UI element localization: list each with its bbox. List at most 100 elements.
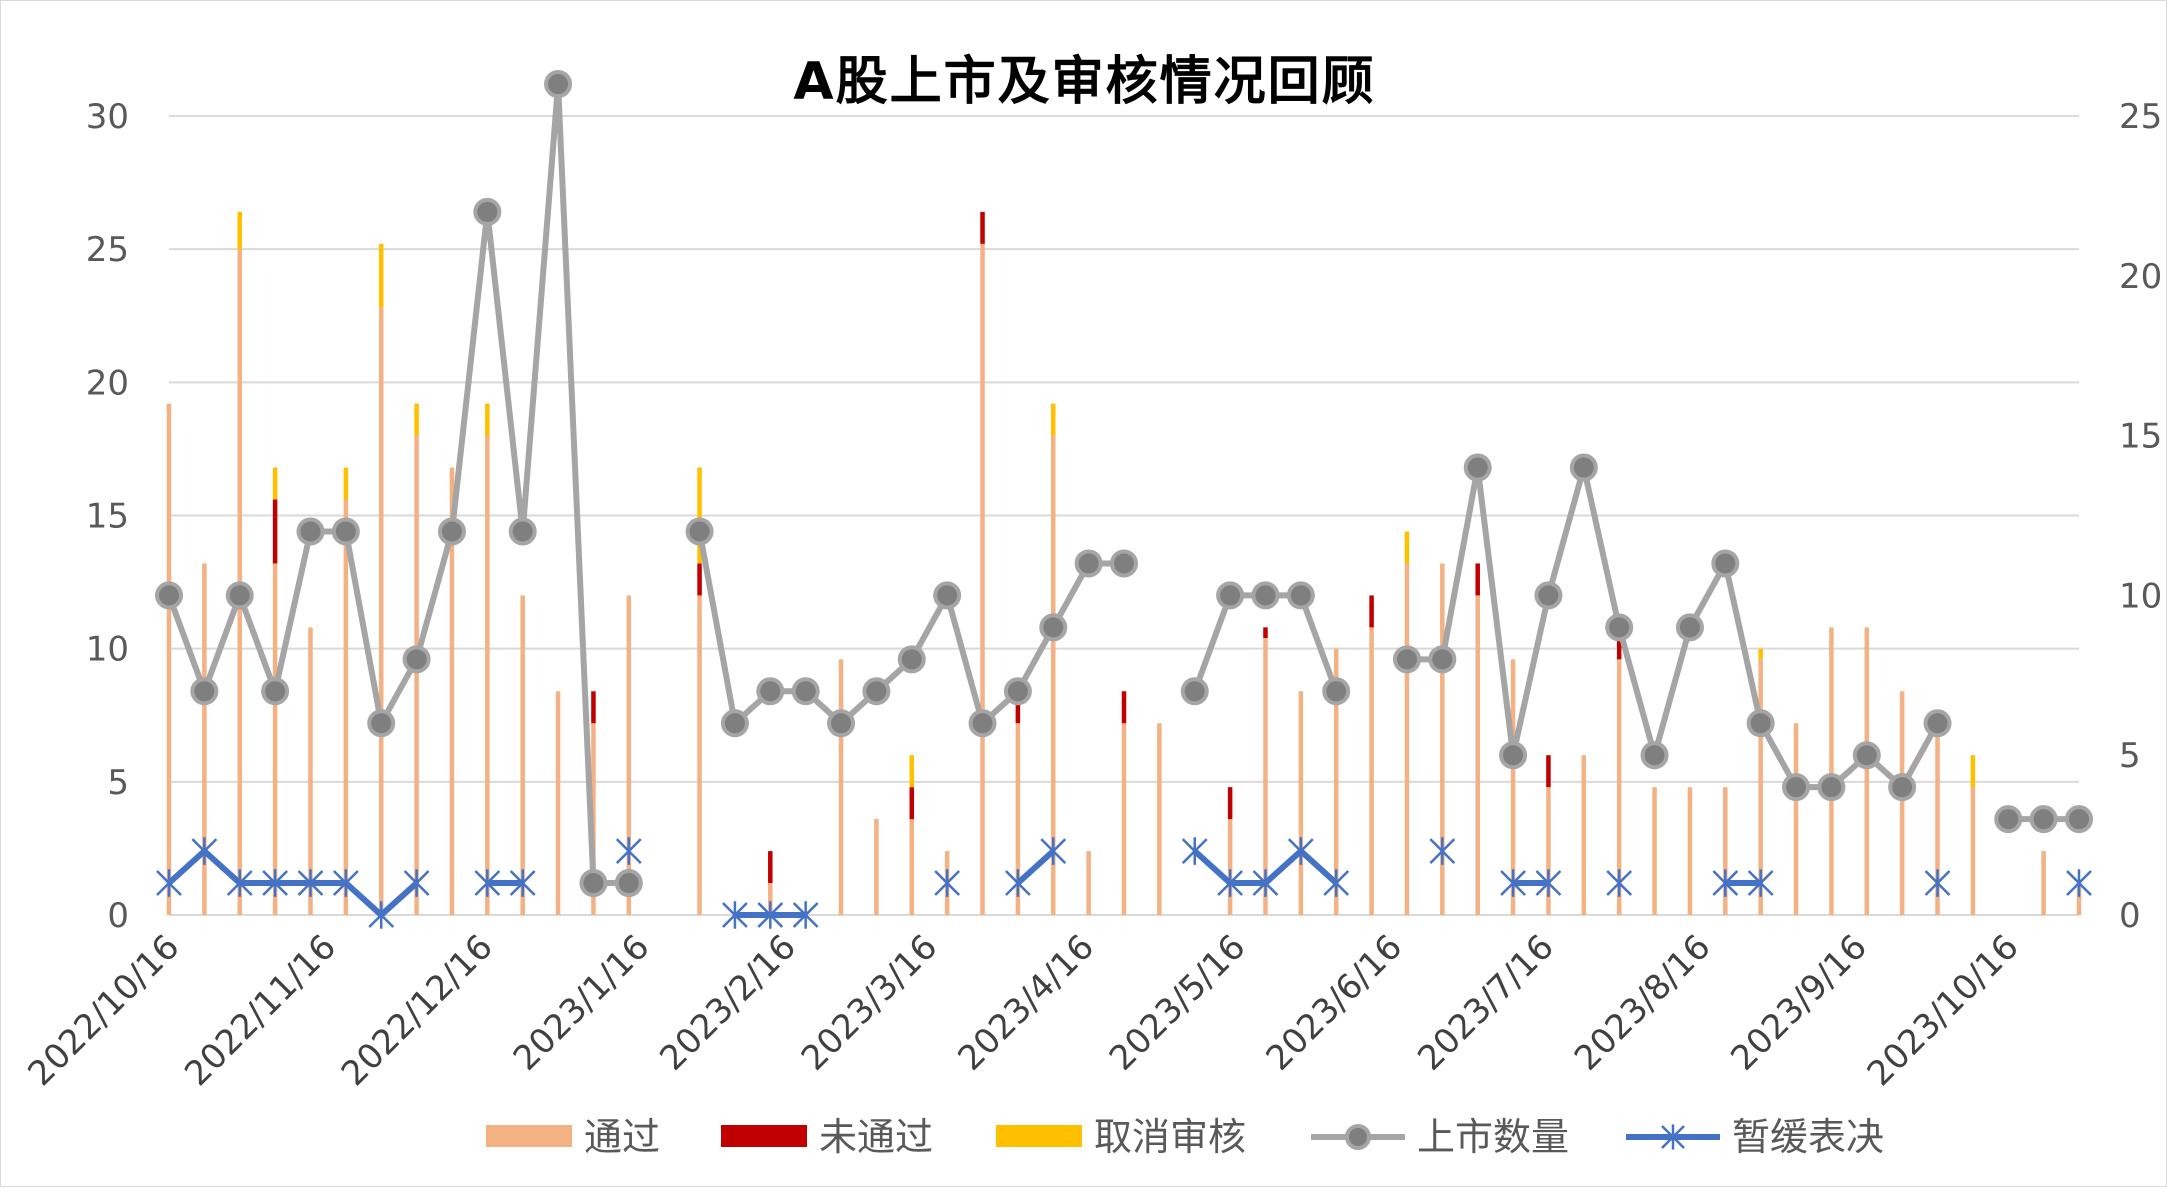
circle-marker bbox=[1286, 581, 1315, 610]
legend-label: 暂缓表决 bbox=[1732, 1115, 1884, 1159]
bar-segment bbox=[272, 563, 278, 915]
bar-segment bbox=[1970, 787, 1976, 915]
bar-segment bbox=[2041, 851, 2046, 915]
star-marker bbox=[1287, 837, 1314, 865]
x-tick-label: 2023/2/16 bbox=[652, 927, 804, 1079]
star-marker bbox=[722, 901, 748, 929]
star-marker bbox=[332, 869, 359, 897]
y-left-tick-label: 20 bbox=[86, 363, 129, 403]
star-marker bbox=[191, 837, 218, 865]
circle-marker bbox=[1605, 613, 1634, 642]
star-marker bbox=[1500, 869, 1526, 897]
y-right-tick-label: 15 bbox=[2119, 417, 2162, 457]
circle-marker bbox=[1640, 741, 1669, 770]
bar-segment bbox=[980, 243, 985, 916]
bar-segment bbox=[1687, 787, 1693, 915]
circle-marker bbox=[1534, 581, 1563, 610]
bar-segment bbox=[378, 243, 384, 308]
circle-marker bbox=[473, 197, 502, 226]
series-line bbox=[166, 81, 629, 887]
circle-marker bbox=[1110, 549, 1138, 578]
x-tick-label: 2023/6/16 bbox=[1259, 927, 1411, 1079]
bar-segment bbox=[980, 211, 985, 244]
bar-segment bbox=[555, 691, 561, 915]
star-marker bbox=[1535, 869, 1562, 897]
star-marker bbox=[1252, 869, 1279, 897]
star-marker bbox=[1606, 869, 1633, 897]
circle-marker bbox=[897, 645, 926, 674]
circle-marker bbox=[437, 517, 466, 546]
star-marker bbox=[1040, 837, 1067, 865]
bar-segment bbox=[1121, 691, 1127, 724]
circle-marker bbox=[1711, 549, 1740, 578]
bar-segment bbox=[1616, 627, 1622, 660]
x-tick-label: 2022/11/16 bbox=[177, 927, 344, 1094]
circle-marker bbox=[1216, 581, 1245, 610]
legend-swatch bbox=[996, 1125, 1082, 1147]
circle-marker bbox=[261, 677, 290, 706]
circle-marker bbox=[1782, 773, 1811, 802]
star-marker bbox=[474, 869, 501, 897]
bar-segment bbox=[1510, 659, 1516, 915]
circle-marker bbox=[225, 581, 254, 610]
star-marker bbox=[2066, 869, 2092, 897]
circle-marker bbox=[1675, 613, 1704, 642]
series-line bbox=[1406, 464, 1941, 791]
star-marker bbox=[792, 901, 819, 929]
circle-marker bbox=[579, 869, 608, 898]
legend-label: 取消审核 bbox=[1094, 1115, 1246, 1159]
star-marker bbox=[1323, 869, 1350, 897]
bar-segment bbox=[1970, 755, 1976, 788]
x-tick-label: 2023/7/16 bbox=[1410, 927, 1562, 1079]
circle-marker bbox=[1428, 645, 1457, 674]
x-tick-label: 2023/10/16 bbox=[1860, 927, 2027, 1094]
circle-marker bbox=[1251, 581, 1280, 610]
circle-marker bbox=[1463, 453, 1492, 482]
bar-segment bbox=[1086, 851, 1091, 915]
legend-marker bbox=[1661, 1124, 1685, 1150]
circle-marker bbox=[331, 517, 360, 546]
bar-segment bbox=[838, 659, 844, 915]
circle-marker bbox=[1392, 645, 1421, 674]
bar-segment bbox=[1263, 638, 1268, 915]
circle-marker bbox=[1074, 549, 1103, 578]
bar-segment bbox=[414, 435, 419, 915]
bar-segment bbox=[520, 595, 525, 915]
y-left-tick-label: 25 bbox=[86, 230, 129, 270]
x-tick-label: 2023/5/16 bbox=[1102, 927, 1254, 1079]
bar-segment bbox=[343, 467, 349, 500]
circle-marker bbox=[791, 677, 820, 706]
star-marker bbox=[1217, 869, 1243, 897]
bar-segment bbox=[697, 595, 702, 915]
circle-marker bbox=[933, 581, 962, 610]
bar-segment bbox=[1475, 595, 1480, 915]
bar-segment bbox=[1263, 627, 1268, 639]
circle-marker bbox=[1888, 773, 1917, 802]
legend-swatch bbox=[721, 1125, 807, 1147]
y-left-tick-label: 10 bbox=[86, 630, 129, 670]
bar-segment bbox=[237, 211, 242, 250]
star-marker bbox=[156, 869, 182, 897]
star-marker bbox=[297, 869, 324, 897]
bar-segment bbox=[1546, 787, 1551, 915]
circle-marker bbox=[1322, 677, 1351, 706]
bar-segment bbox=[874, 819, 879, 915]
circle-marker bbox=[1746, 709, 1775, 738]
bar-segment bbox=[1333, 648, 1339, 915]
star-marker bbox=[1712, 869, 1739, 897]
star-marker bbox=[262, 869, 288, 897]
bar-segment bbox=[909, 755, 915, 788]
bar-segment bbox=[909, 787, 915, 820]
bar-segment bbox=[1121, 723, 1127, 915]
legend-label: 未通过 bbox=[819, 1115, 933, 1159]
bar-segment bbox=[1015, 723, 1021, 915]
circle-marker bbox=[155, 581, 183, 610]
bar-segment bbox=[1899, 691, 1905, 915]
bar-segment bbox=[2076, 883, 2082, 915]
x-tick-label: 2023/9/16 bbox=[1723, 927, 1875, 1079]
chart-title: A股上市及审核情况回顾 bbox=[793, 52, 1376, 112]
circle-marker bbox=[756, 677, 785, 706]
circle-marker bbox=[402, 645, 431, 674]
y-left-tick-label: 15 bbox=[86, 497, 129, 537]
